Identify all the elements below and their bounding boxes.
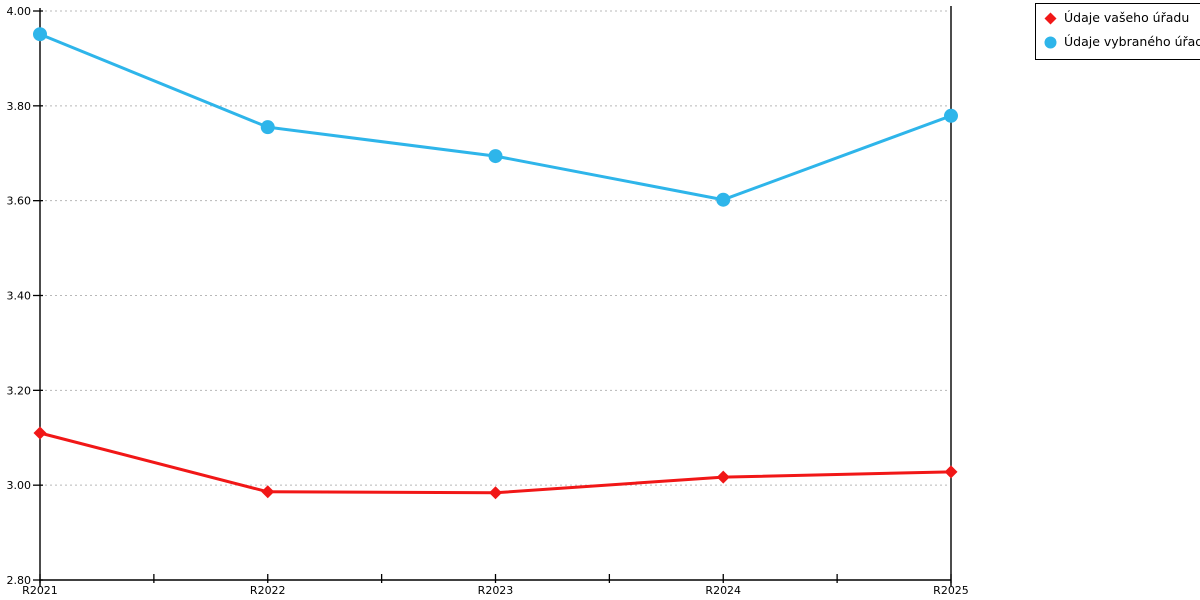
legend-label: Údaje vybraného úřadu xyxy=(1064,34,1200,50)
circle-shape xyxy=(1044,36,1057,49)
legend-item: Údaje vybraného úřadu xyxy=(1044,36,1200,49)
diamond-icon xyxy=(1044,12,1057,25)
y-tick-label: 3.20 xyxy=(7,384,32,397)
diamond-shape xyxy=(1044,12,1057,25)
series-circle xyxy=(33,27,958,207)
data-point-circle xyxy=(716,192,731,207)
x-tick-label: R2023 xyxy=(478,584,514,597)
x-tick-label: R2022 xyxy=(250,584,286,597)
data-point-diamond xyxy=(489,486,502,500)
data-point-circle xyxy=(488,149,503,164)
x-axis-ticks: R2021 R2022 R2023 R2024 R2025 xyxy=(22,574,969,597)
legend: Údaje vašeho úřadu Údaje vybraného úřadu xyxy=(1035,3,1200,60)
y-tick-label: 3.80 xyxy=(7,100,32,113)
x-tick-label: R2025 xyxy=(933,584,969,597)
legend-item: Údaje vašeho úřadu xyxy=(1044,12,1200,25)
y-tick-label: 4.00 xyxy=(7,5,32,18)
data-point-diamond xyxy=(261,485,275,499)
y-tick-label: 3.40 xyxy=(7,290,32,303)
legend-label: Údaje vašeho úřadu xyxy=(1064,10,1190,26)
x-tick-label: R2021 xyxy=(22,584,58,597)
y-tick-label: 3.60 xyxy=(7,195,32,208)
circle-icon xyxy=(1044,36,1057,49)
series-diamond xyxy=(33,426,958,500)
y-axis-ticks: 2.80 3.00 3.20 3.40 3.60 3.80 4.00 xyxy=(7,5,43,587)
y-tick-label: 2.80 xyxy=(7,574,32,587)
x-tick-label: R2024 xyxy=(705,584,741,597)
y-tick-label: 3.00 xyxy=(7,479,32,492)
axes xyxy=(39,6,952,587)
data-point-diamond xyxy=(944,465,958,479)
data-point-diamond xyxy=(716,470,730,484)
gridlines xyxy=(40,10,949,486)
data-point-circle xyxy=(260,120,275,135)
data-point-circle xyxy=(944,108,958,123)
data-point-circle xyxy=(33,27,47,42)
data-point-diamond xyxy=(33,426,47,440)
